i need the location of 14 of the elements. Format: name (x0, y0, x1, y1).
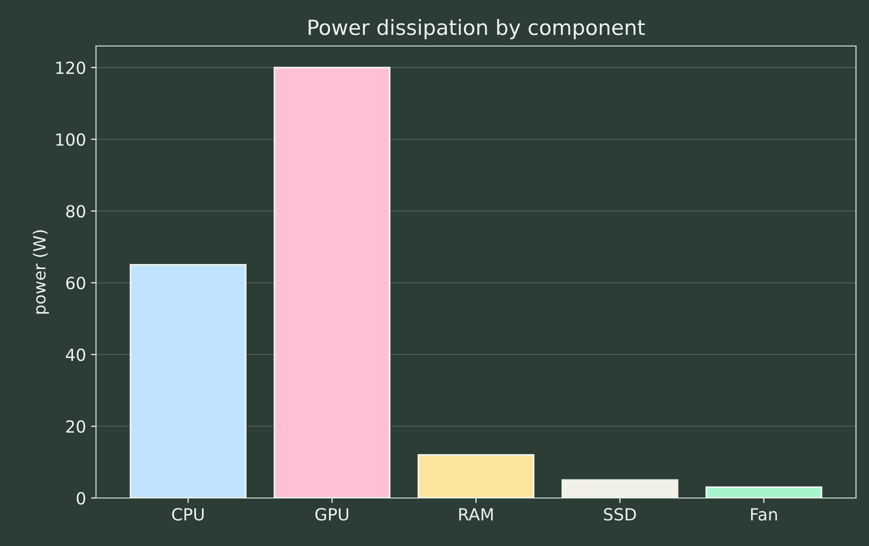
x-tick-label: CPU (172, 508, 204, 521)
x-tick-label: Fan (751, 508, 777, 521)
y-axis-title: power (W) (32, 230, 49, 314)
y-tick-label: 60 (66, 276, 86, 290)
y-tick-label: 40 (66, 348, 86, 362)
y-tick-label: 20 (66, 420, 86, 433)
y-tick-label: 80 (66, 204, 86, 218)
x-tick-label: SSD (604, 508, 636, 521)
x-tick-label: GPU (315, 508, 348, 521)
x-tick-label: RAM (459, 508, 493, 520)
y-tick-label: 120 (56, 61, 86, 74)
y-tick-label: 0 (76, 492, 86, 505)
y-tick-label: 100 (56, 133, 86, 146)
chart-title: Power dissipation by component (308, 19, 645, 40)
